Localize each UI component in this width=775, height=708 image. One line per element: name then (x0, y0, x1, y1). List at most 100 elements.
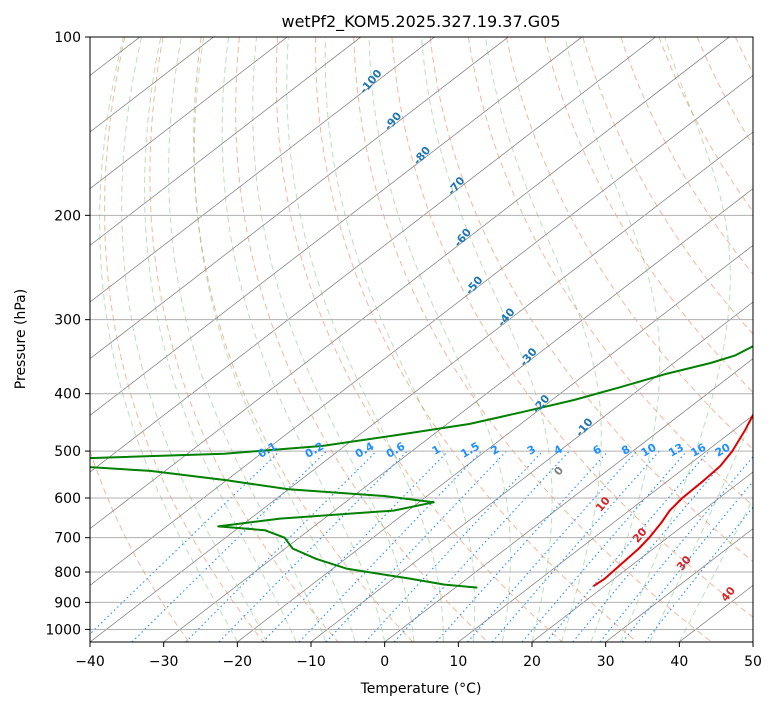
y-tick-label: 400 (54, 387, 81, 403)
isotherm-line (90, 37, 214, 133)
y-tick-label: 500 (54, 444, 81, 460)
isotherm-label: -20 (530, 392, 553, 416)
moist-adiabat (368, 37, 511, 642)
mixing-ratio-line (572, 450, 734, 642)
isotherm-line (90, 37, 288, 190)
mixing-ratio-label: 6 (591, 442, 604, 457)
isotherm-line (90, 74, 753, 586)
y-tick-label: 1000 (45, 622, 81, 638)
moist-adiabat (485, 37, 602, 642)
y-tick-label: 600 (54, 491, 81, 507)
plot-frame (89, 36, 754, 643)
x-tick-label: 0 (380, 654, 389, 670)
mixing-ratio-line (298, 450, 483, 642)
moist-adiabat (121, 37, 268, 642)
moist-adiabat (144, 37, 297, 642)
dry-adiabat (353, 37, 712, 642)
moist-adiabat (221, 37, 386, 642)
dewpoint-line (90, 345, 753, 589)
mixing-ratio-line (325, 450, 507, 642)
dry-adiabat (544, 37, 753, 394)
mixing-ratio-line (644, 506, 753, 642)
dry-adiabat (149, 37, 339, 642)
dry-adiabat (429, 37, 753, 563)
mixing-ratio-line (90, 450, 281, 635)
mixing-ratio-label: 2 (489, 443, 502, 458)
isotherm-label: -30 (517, 345, 540, 369)
dry-adiabat (104, 37, 264, 642)
mixing-ratio-label: 8 (619, 443, 632, 458)
x-tick-label: 50 (744, 654, 762, 670)
mixing-ratio-label: 0.4 (353, 439, 377, 460)
y-tick-label: 700 (54, 531, 81, 547)
moist-adiabat (564, 37, 661, 642)
moist-adiabat-label: 0 (551, 464, 566, 478)
isotherm-line (679, 584, 753, 642)
isotherm-line (90, 37, 656, 473)
mixing-ratio-line (521, 450, 688, 642)
moist-adiabat-label: 30 (674, 553, 694, 573)
moist-adiabat (421, 37, 553, 642)
mixing-ratio-line (393, 450, 570, 642)
x-tick-label: −10 (296, 654, 326, 670)
mixing-ratio-line (185, 450, 377, 642)
moist-adiabat (99, 37, 238, 642)
isotherm-line (531, 471, 753, 642)
isotherm-line (384, 358, 753, 642)
isotherm-line (90, 131, 753, 642)
mixing-ratio-line (435, 450, 609, 642)
moist-adiabat (286, 37, 445, 642)
dry-adiabat (235, 37, 488, 642)
x-tick-label: 30 (597, 654, 615, 670)
y-tick-label: 300 (54, 313, 81, 329)
isotherm-line (90, 37, 362, 246)
x-tick-label: 20 (523, 654, 541, 670)
isotherm-line (605, 528, 753, 642)
moist-adiabat-label: 20 (630, 525, 650, 545)
isotherm-line (237, 244, 753, 642)
isotherm-label: -50 (463, 273, 486, 297)
x-tick-label: 40 (670, 654, 688, 670)
mixing-ratio-line (599, 455, 753, 642)
temperature-line (593, 412, 753, 587)
isotherm-label: -60 (451, 226, 474, 250)
x-tick-label: −30 (149, 654, 179, 670)
mixing-ratio-line (364, 450, 544, 642)
isotherm-line (90, 37, 435, 303)
isotherm-line (90, 37, 509, 360)
y-axis-title: Pressure (hPa) (13, 289, 29, 389)
dry-adiabat (193, 37, 414, 642)
mixing-ratio-line (467, 450, 638, 642)
moist-adiabat (193, 37, 356, 642)
mixing-ratio-line (218, 450, 408, 642)
dry-adiabat (620, 37, 753, 275)
moist-adiabat (619, 37, 731, 642)
y-tick-label: 200 (54, 208, 81, 224)
mixing-ratio-label: 10 (639, 441, 659, 460)
mixing-ratio-label: 1.5 (459, 440, 482, 461)
moist-adiabat-label: 40 (718, 584, 738, 604)
isotherm-label: -80 (411, 144, 434, 168)
isotherm-line (458, 414, 753, 642)
mixing-ratio-line (621, 480, 753, 642)
isotherm-label: -40 (495, 305, 518, 329)
mixing-ratio-label: 1 (430, 443, 443, 458)
dry-adiabat (658, 37, 753, 213)
y-axis: 100 200 300 400 500 600 700 800 900 1000 (45, 30, 90, 638)
isotherm-line (0, 37, 66, 642)
x-tick-label: 10 (449, 654, 467, 670)
dry-adiabat (90, 449, 190, 642)
isotherm-line (90, 37, 583, 416)
moist-adiabat (649, 415, 753, 642)
line-annotations: 0.1 0.2 0.4 0.6 1 1.5 2 3 4 6 8 10 13 16 20-100-90-80-… (256, 67, 739, 605)
isotherm-label: -90 (382, 109, 405, 133)
x-tick-label: −40 (75, 654, 105, 670)
moist-adiabat (168, 37, 327, 642)
mixing-ratio-label: 3 (525, 443, 538, 458)
mixing-ratio-line (262, 450, 449, 642)
mixing-ratio-line (491, 450, 660, 642)
isotherm-label: -100 (357, 67, 385, 97)
dry-adiabat (696, 37, 753, 147)
mixing-ratio-label: 16 (688, 441, 708, 460)
